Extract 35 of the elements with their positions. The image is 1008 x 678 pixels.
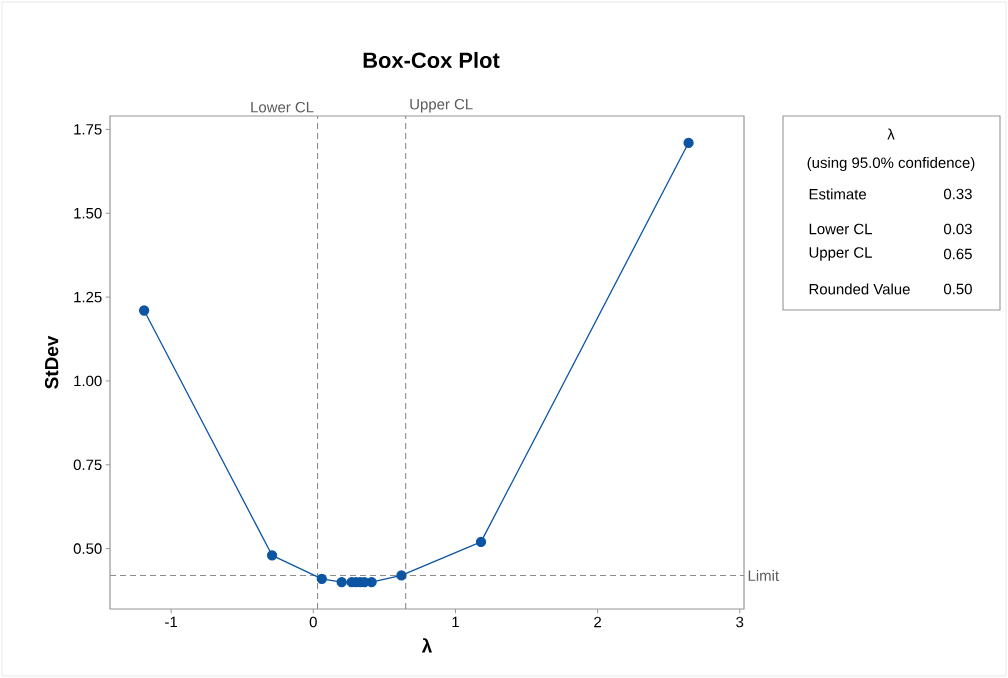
text: 0.65 [943,248,972,260]
point [396,570,407,581]
point [475,536,487,548]
text: Rounded Value [809,283,910,295]
y-tick-label: 1.50 [74,207,102,219]
text: 0.03 [943,223,972,235]
y-axis-title: StDev [44,335,59,389]
y-tick-label: 0.75 [73,459,102,471]
ref-line-label: Lower CL [251,101,314,113]
point [138,305,150,316]
text: Lower CL [809,223,872,235]
y-tick-label: 0.50 [73,543,102,554]
text: (using 95.0% confidence) [807,157,975,171]
x-tick-label: 2 [594,616,601,628]
y-tick-label: 1.00 [74,375,102,387]
x-tick-label: -1 [165,616,178,628]
point [336,577,347,588]
x-tick-label: 1 [452,616,459,628]
ref-line-label: Limit [748,569,779,581]
text: Estimate [809,188,866,200]
text: λ [887,128,895,140]
ref-line-label: Upper CL [410,98,473,113]
point [316,573,327,584]
chart-title: Box-Cox Plot [363,51,500,69]
point [683,137,694,148]
x-axis-title: λ [421,638,432,653]
x-tick-label: 3 [736,616,744,628]
text: 0.50 [943,283,972,295]
y-tick-label: 1.75 [74,124,102,135]
y-tick-label: 1.25 [74,291,102,303]
point [266,550,278,561]
point [366,577,377,588]
text: 0.33 [943,188,972,200]
text: Upper CL [809,247,872,261]
x-tick-label: 0 [309,616,317,628]
